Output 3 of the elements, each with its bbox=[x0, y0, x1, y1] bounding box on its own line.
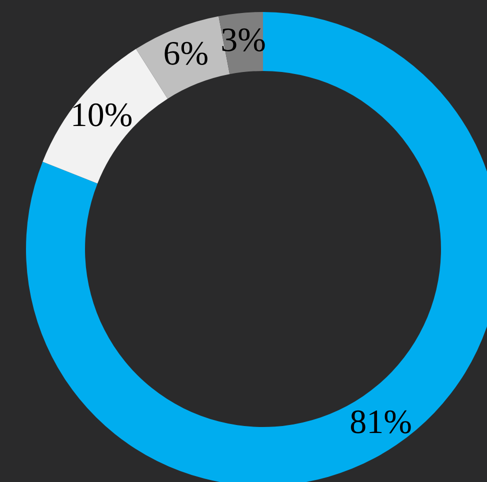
data-label: 81% bbox=[350, 404, 412, 441]
data-label: 10% bbox=[70, 96, 133, 134]
data-label: 6% bbox=[163, 36, 209, 73]
